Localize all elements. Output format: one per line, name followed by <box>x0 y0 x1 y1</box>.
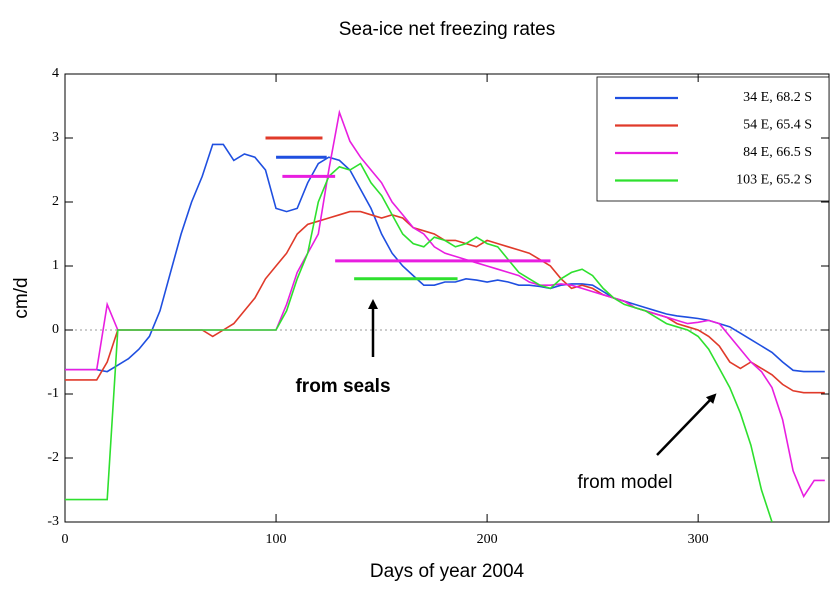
annotation: from seals <box>295 376 390 397</box>
x-tick-label: 200 <box>477 532 498 547</box>
annotation: from model <box>577 472 672 493</box>
plot-area <box>65 109 829 522</box>
y-tick-label: 3 <box>52 130 59 145</box>
y-tick-label: -2 <box>47 450 59 465</box>
annotation-arrow <box>656 393 717 456</box>
legend-label: 84 E, 66.5 S <box>743 145 812 160</box>
y-tick-label: 4 <box>52 66 59 81</box>
legend-label: 54 E, 65.4 S <box>743 118 812 133</box>
x-tick-label: 100 <box>266 532 287 547</box>
y-tick-label: 0 <box>52 322 59 337</box>
series-line <box>65 143 825 373</box>
y-tick-label: 2 <box>52 194 59 209</box>
x-tick-label: 0 <box>62 532 69 547</box>
chart-title: Sea-ice net freezing rates <box>339 19 556 40</box>
y-axis-label: cm/d <box>11 277 32 318</box>
y-tick-label: 1 <box>52 258 59 273</box>
y-tick-label: -3 <box>47 514 59 529</box>
plot-frame <box>64 73 830 523</box>
x-tick-label: 300 <box>688 532 709 547</box>
y-tick-label: -1 <box>47 386 59 401</box>
legend-label: 34 E, 68.2 S <box>743 90 812 105</box>
series-line <box>65 162 773 522</box>
legend-label: 103 E, 65.2 S <box>736 173 812 188</box>
x-axis-label: Days of year 2004 <box>370 561 525 582</box>
